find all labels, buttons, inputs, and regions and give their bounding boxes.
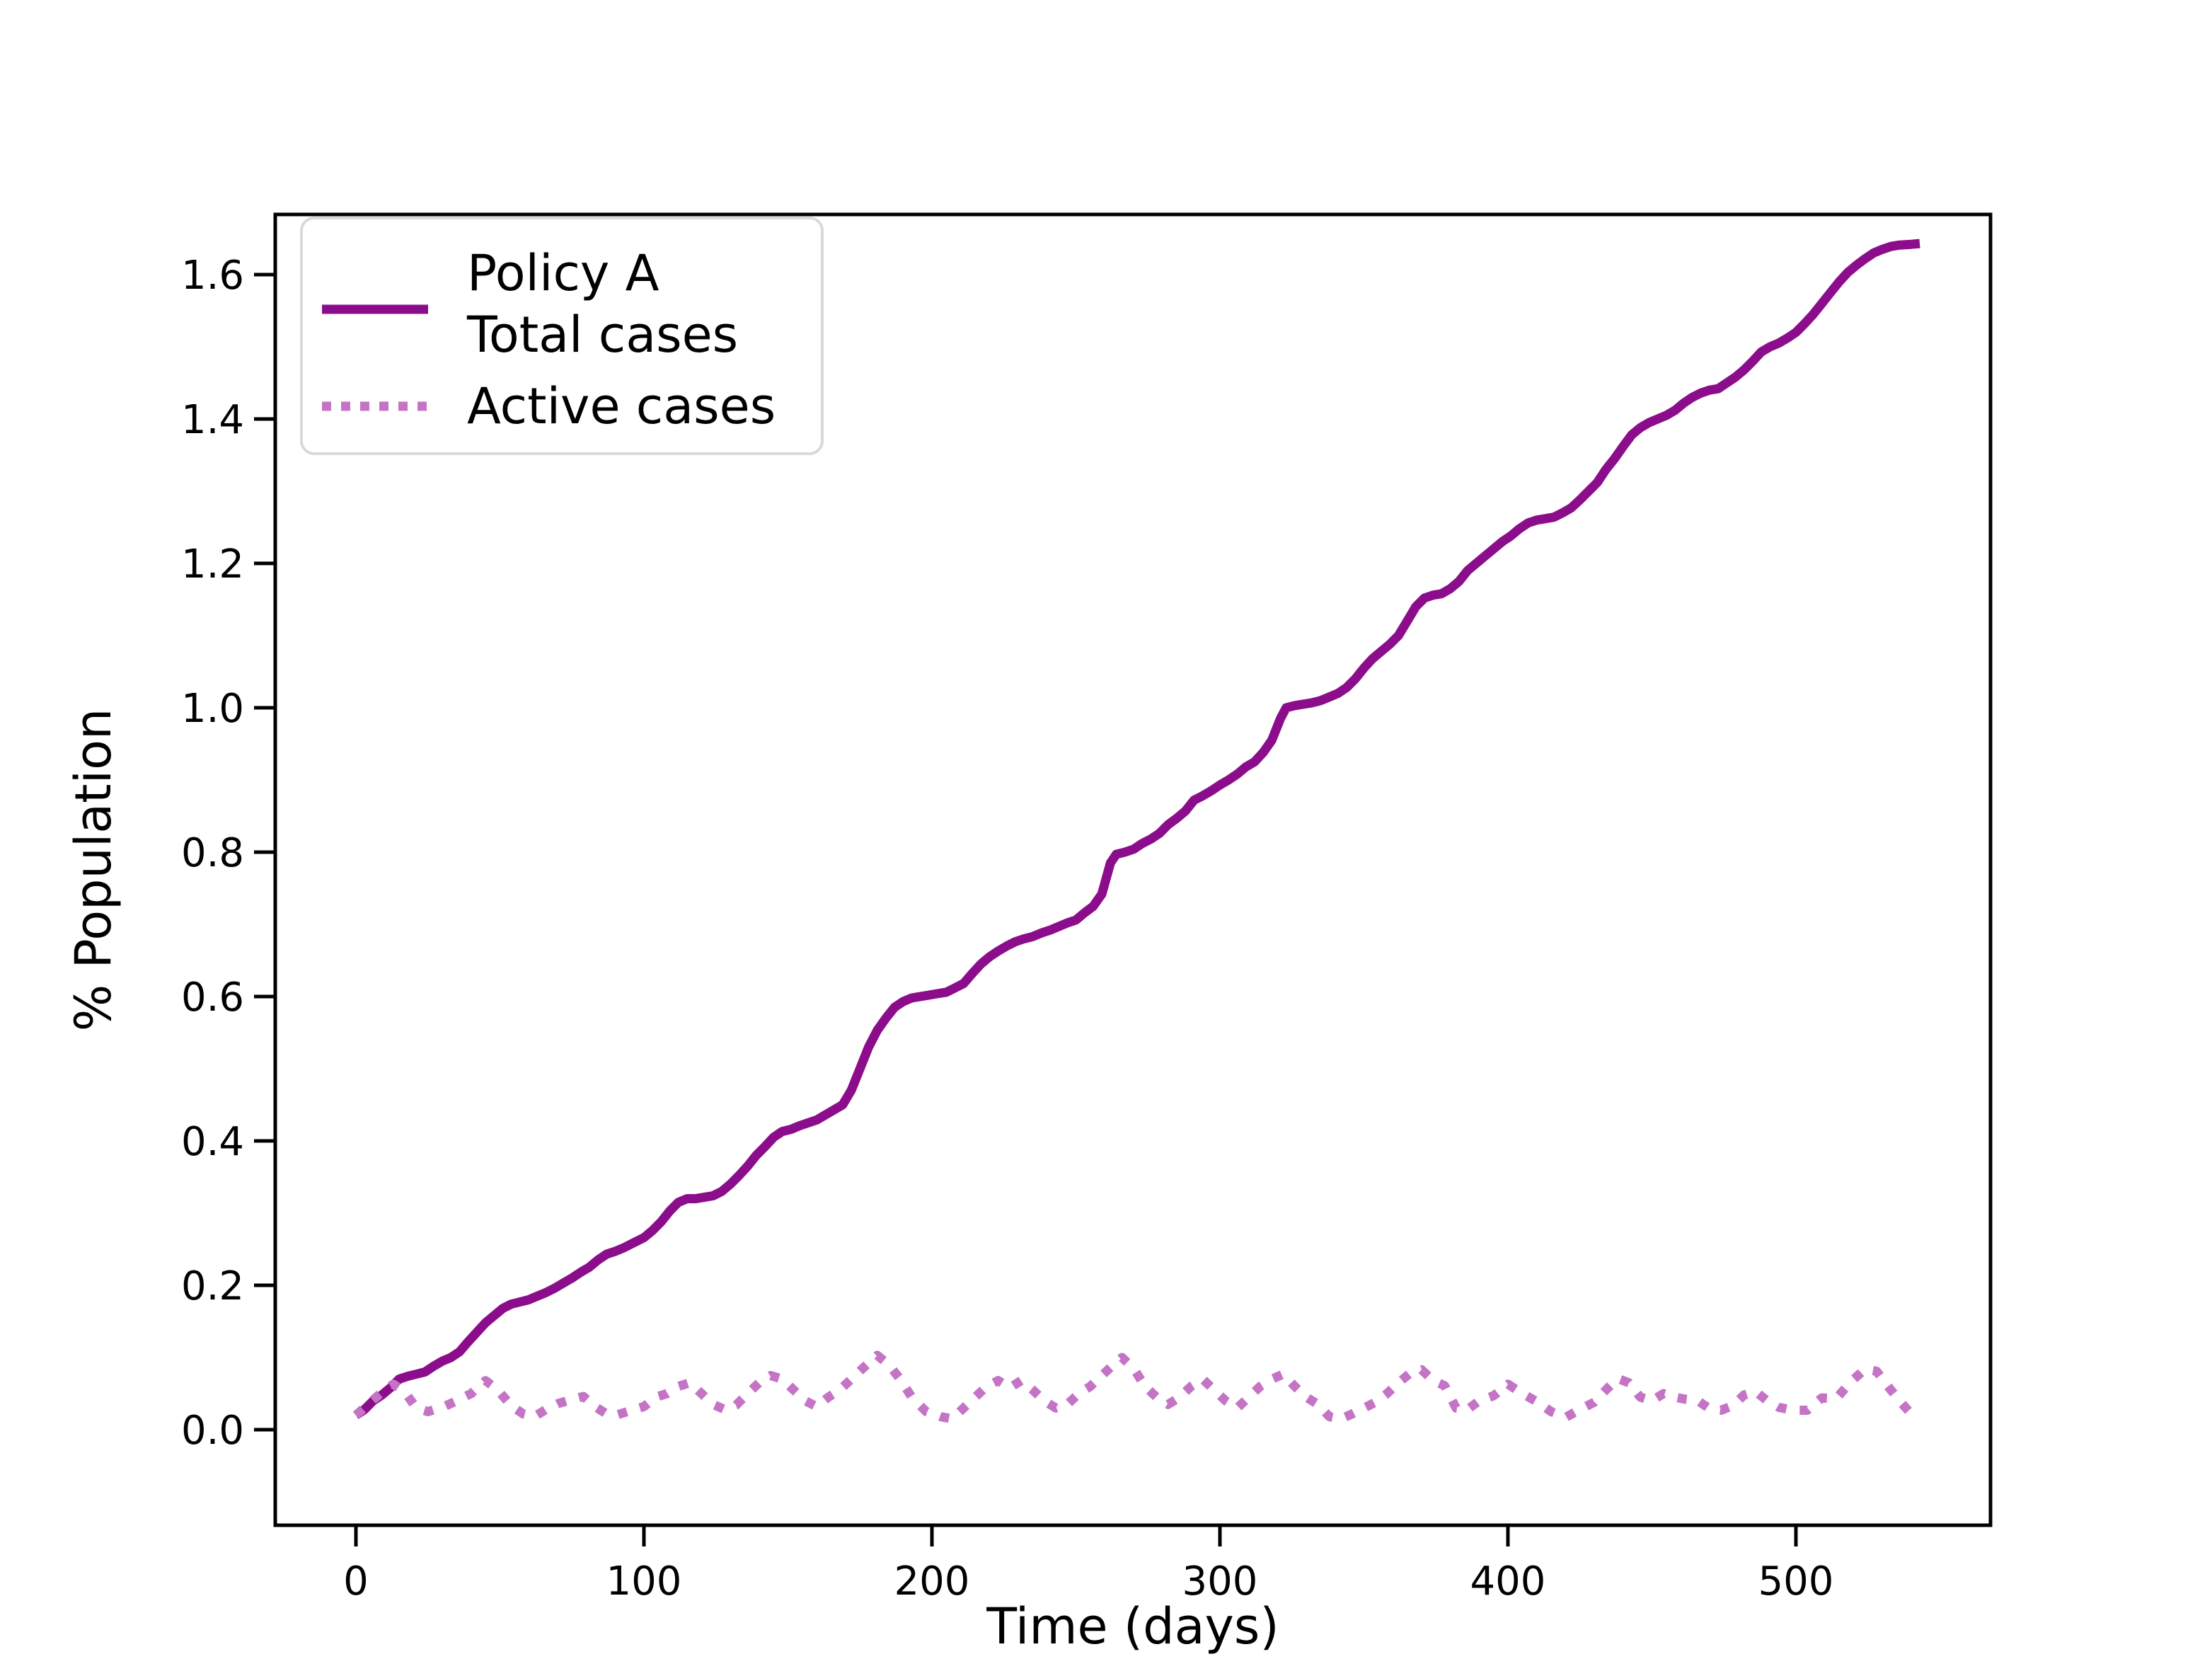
y-tick-label: 1.4: [181, 397, 244, 443]
legend-label-total-cases: Total cases: [466, 306, 738, 364]
legend-frame: [300, 217, 824, 455]
y-tick-label: 0.2: [181, 1263, 244, 1309]
axes-spines: [273, 212, 1993, 1527]
y-tick-label: 0.8: [181, 830, 244, 876]
x-axis-label: Time (days): [986, 1597, 1279, 1655]
x-tick-label: 400: [1470, 1558, 1546, 1605]
x-tick-label: 300: [1182, 1558, 1258, 1605]
x-tick-label: 200: [894, 1558, 970, 1605]
y-tick-label: 0.4: [181, 1119, 244, 1165]
y-tick-label: 1.6: [181, 253, 244, 299]
x-tick-label: 100: [606, 1558, 682, 1605]
total-cases-line: [353, 239, 1920, 1419]
x-tick-label: 500: [1758, 1558, 1834, 1605]
y-tick-label: 1.2: [181, 541, 244, 587]
active-cases-line: [352, 1350, 1915, 1424]
legend: [300, 217, 824, 455]
y-tick-label: 0.0: [181, 1408, 244, 1454]
legend-label-active-cases: Active cases: [467, 377, 776, 435]
y-tick-label: 1.0: [181, 686, 244, 732]
legend-label-policy-a: Policy A: [467, 244, 659, 302]
x-axis: [354, 1525, 1798, 1546]
y-axis: [254, 272, 275, 1432]
y-axis-label: % Population: [64, 708, 122, 1032]
y-tick-label: 0.6: [181, 975, 244, 1021]
x-tick-label: 0: [343, 1558, 369, 1605]
